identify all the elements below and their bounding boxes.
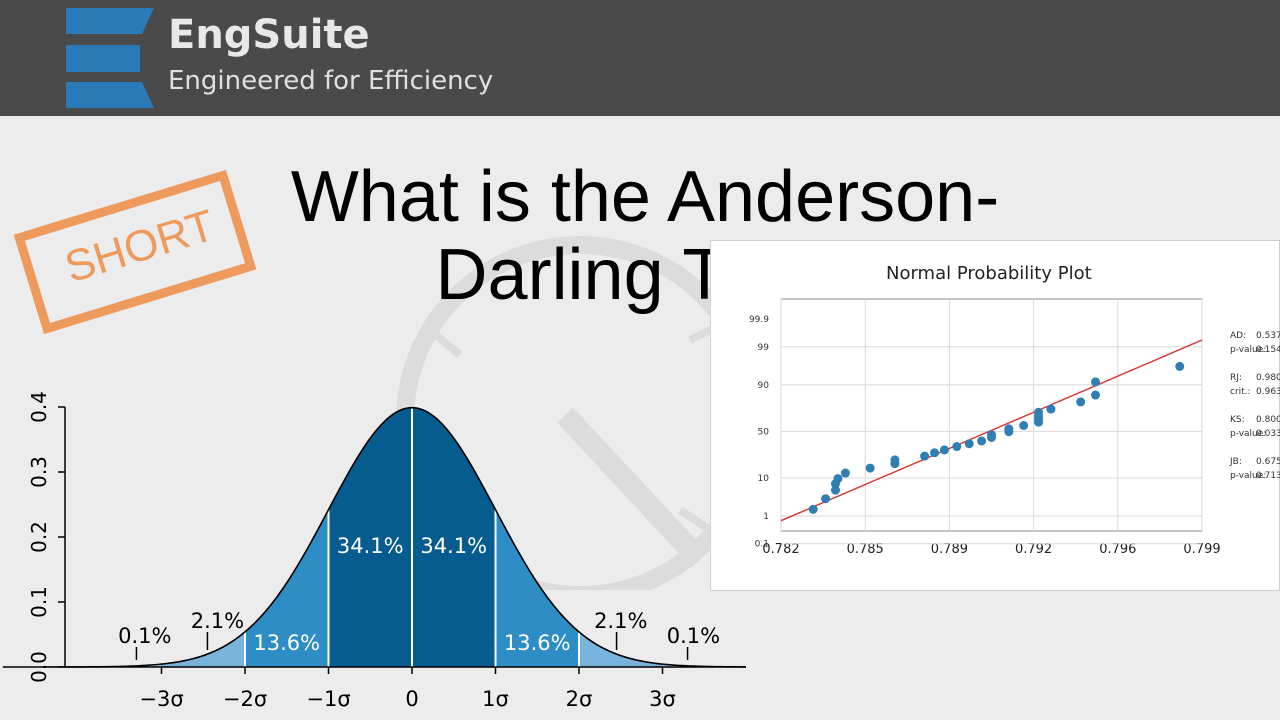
pct-label-2-3: 2.1%	[594, 609, 647, 633]
ppp-point-9	[920, 451, 930, 461]
pct-label-0-1: 34.1%	[420, 534, 487, 558]
ppp-stat-label-5: p-value:	[1230, 429, 1267, 439]
ppp-point-16	[987, 430, 996, 440]
ppp-point-27	[1091, 377, 1101, 387]
ppp-y-tick-label-3: 50	[758, 427, 770, 437]
ppp-stat-label-4: KS:	[1230, 415, 1245, 425]
probability-plot-panel: Normal Probability Plot 0.782 0.785 0.789 0…	[710, 240, 1280, 591]
x-tick-label-5: 2σ	[566, 687, 593, 711]
x-tick-label-4: 1σ	[482, 687, 509, 711]
x-tick-label-0: −3σ	[139, 687, 183, 711]
pct-label-left-tail: 0.1%	[118, 624, 171, 648]
ppp-frame	[780, 298, 1203, 532]
ppp-point-1	[821, 494, 831, 504]
ppp-point-5	[840, 468, 850, 478]
brand-tagline: Engineered for Efficiency	[168, 66, 494, 96]
normal-region-4	[161, 631, 245, 667]
ppp-point-23	[1034, 407, 1044, 417]
probability-plot-title: Normal Probability Plot	[886, 263, 1092, 284]
ppp-point-26	[1091, 390, 1101, 400]
y-tick-label-2: 0.2	[27, 521, 51, 553]
y-tick-label-4: 0.4	[27, 391, 51, 423]
x-tick-label-2: −1σ	[306, 687, 350, 711]
brand-name: EngSuite	[168, 12, 370, 58]
ppp-point-19	[1019, 421, 1029, 431]
ppp-x-tick-label-0: 0.782	[762, 542, 799, 557]
ppp-point-0	[808, 504, 818, 514]
ppp-stat-label-3: crit.:	[1230, 387, 1251, 397]
ppp-stat-value-4: 0.800	[1256, 415, 1280, 425]
ppp-stat-value-2: 0.980	[1256, 373, 1280, 383]
ppp-y-tick-label-6: 0.1	[755, 540, 769, 550]
ppp-point-25	[1076, 397, 1086, 407]
title-line-1: What is the Anderson-	[290, 157, 1000, 237]
ppp-stat-value-6: 0.675	[1256, 457, 1280, 467]
engsuite-logo-icon	[66, 8, 154, 108]
y-tick-label-0: 0.0	[27, 651, 51, 683]
ppp-x-tick-label-3: 0.792	[1015, 542, 1052, 557]
ppp-stat-label-1: p-value:	[1230, 345, 1267, 355]
ppp-x-tick-label-4: 0.796	[1099, 542, 1136, 557]
ppp-stat-label-2: RJ:	[1230, 373, 1242, 383]
pct-label-minus3-minus2: 2.1%	[191, 609, 244, 633]
ppp-point-14	[977, 436, 987, 446]
ppp-y-tick-label-0: 99.9	[749, 315, 769, 325]
pct-label-minus2-minus1: 13.6%	[253, 631, 320, 655]
ppp-stat-label-7: p-value:	[1230, 471, 1267, 481]
ppp-y-tick-label-2: 90	[758, 381, 770, 391]
ppp-y-tick-label-4: 10	[758, 474, 770, 484]
ppp-point-18	[1004, 424, 1014, 434]
ppp-point-13	[964, 439, 974, 449]
ppp-point-8	[890, 455, 900, 465]
ppp-y-tick-label-5: 1	[763, 512, 769, 522]
ppp-point-11	[939, 445, 949, 455]
ppp-point-24	[1046, 404, 1056, 414]
ppp-point-10	[930, 448, 940, 458]
ppp-point-6	[865, 463, 875, 473]
ppp-point-12	[952, 442, 962, 452]
ppp-point-4	[833, 474, 843, 484]
x-tick-label-6: 3σ	[649, 687, 676, 711]
ppp-stat-value-5: 0.033	[1256, 429, 1280, 439]
ppp-stat-label-0: AD:	[1230, 331, 1247, 341]
y-tick-label-1: 0.1	[27, 586, 51, 618]
normal-curve	[2, 406, 747, 668]
ppp-x-tick-label-5: 0.799	[1183, 542, 1220, 557]
ppp-x-tick-label-1: 0.785	[847, 542, 884, 557]
normal-region-5	[579, 631, 663, 667]
ppp-stat-label-6: JB:	[1230, 457, 1242, 467]
x-tick-label-1: −2σ	[223, 687, 267, 711]
pct-label-minus1-0: 34.1%	[337, 534, 404, 558]
normal-distribution-chart: 0.0 0.1 0.2 0.3 0.4 −3σ −2σ −1σ 0 1σ 2σ 3σ 34.1% 34.1…	[2, 391, 747, 711]
ppp-stat-value-7: 0.713	[1256, 471, 1280, 481]
x-tick-label-3: 0	[405, 687, 418, 711]
probability-plot-chart: 0.782 0.785 0.789 0.792 0.796 0.799 99.9 99 90 50…	[749, 298, 1221, 557]
pct-label-1-2: 13.6%	[504, 631, 571, 655]
ppp-stat-value-1: 0.154	[1256, 345, 1280, 355]
pct-label-right-tail: 0.1%	[667, 624, 720, 648]
ppp-stat-value-3: 0.963	[1256, 387, 1280, 397]
y-tick-label-3: 0.3	[27, 456, 51, 488]
header-bar: EngSuite Engineered for Efficiency	[0, 0, 1280, 116]
ppp-stat-value-0: 0.537	[1256, 331, 1280, 341]
ppp-y-tick-label-1: 99	[758, 343, 770, 353]
ppp-x-tick-label-2: 0.789	[931, 542, 968, 557]
ppp-point-2	[830, 485, 840, 495]
ppp-point-28	[1175, 361, 1185, 371]
